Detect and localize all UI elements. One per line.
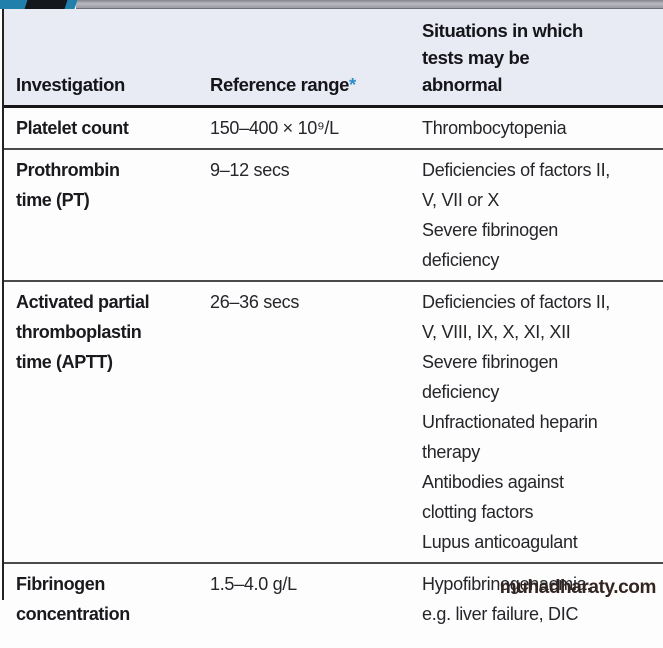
situation-item: Severe fibrinogen deficiency bbox=[422, 352, 558, 402]
situation-item: Thrombocytopenia bbox=[422, 118, 567, 138]
table-row-aptt: Activated partial thromboplastin time (A… bbox=[4, 282, 663, 564]
strip-teal-segment bbox=[0, 0, 28, 9]
reference-range-cell: 1.5–4.0 g/L bbox=[210, 574, 297, 594]
situations-cell: Thrombocytopenia bbox=[410, 113, 614, 143]
reference-range-cell: 9–12 secs bbox=[210, 160, 290, 180]
table-header-row: Investigation Reference range* Situation… bbox=[4, 9, 663, 108]
situation-item: Deficiencies of factors II, V, VIII, IX,… bbox=[422, 292, 610, 342]
situation-item: Unfractionated heparin therapy bbox=[422, 412, 598, 462]
header-situations: Situations in which tests may be abnorma… bbox=[422, 20, 583, 95]
coagulation-tests-table: Investigation Reference range* Situation… bbox=[4, 9, 663, 648]
strip-black-segment bbox=[24, 0, 70, 9]
reference-range-cell: 26–36 secs bbox=[210, 292, 300, 312]
table-left-border bbox=[2, 9, 4, 600]
page-top-strip bbox=[0, 0, 663, 9]
investigation-cell: Prothrombin time (PT) bbox=[16, 160, 120, 210]
investigation-cell: Activated partial thromboplastin time (A… bbox=[16, 292, 150, 372]
situations-cell: Deficiencies of factors II, V, VII or X … bbox=[410, 155, 614, 275]
situation-item: Lupus anticoagulant bbox=[422, 532, 578, 552]
investigation-cell: Platelet count bbox=[16, 118, 129, 138]
header-reference-range-label: Reference range bbox=[210, 74, 349, 95]
table-row-platelet-count: Platelet count 150–400 × 10⁹/L Thrombocy… bbox=[4, 108, 663, 150]
situation-item: Severe fibrinogen deficiency bbox=[422, 220, 558, 270]
header-reference-range: Reference range* bbox=[198, 71, 410, 98]
situation-item: Antibodies against clotting factors bbox=[422, 472, 564, 522]
strip-silver-bar bbox=[76, 0, 663, 9]
reference-range-footnote-asterisk: * bbox=[348, 74, 356, 95]
header-investigation: Investigation bbox=[16, 74, 125, 95]
reference-range-cell: 150–400 × 10⁹/L bbox=[210, 118, 339, 138]
situation-item: Deficiencies of factors II, V, VII or X bbox=[422, 160, 610, 210]
table-row-prothrombin-time: Prothrombin time (PT) 9–12 secs Deficien… bbox=[4, 150, 663, 282]
situations-cell: Deficiencies of factors II, V, VIII, IX,… bbox=[410, 287, 614, 557]
investigation-cell: Fibrinogen concentration bbox=[16, 574, 130, 624]
watermark-text: muhadharaty.com bbox=[499, 577, 657, 598]
